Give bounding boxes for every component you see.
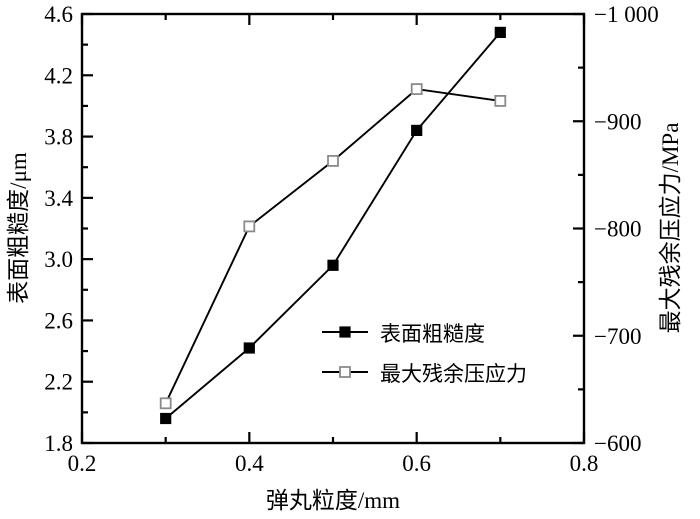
y2-axis-minor-ticks [578, 66, 584, 391]
y-axis-tick-labels: 1.8 2.2 2.6 3.0 3.4 3.8 4.2 4.6 [44, 2, 73, 456]
legend-marker-2 [339, 366, 351, 378]
data-point-s1-0 [160, 412, 172, 425]
y-tick-label-1: 2.2 [44, 370, 73, 395]
y2-axis-tick-labels: −600 −700 −800 −900 −1 000 [594, 2, 659, 456]
series-2 [159, 83, 507, 410]
data-point-s1-4 [494, 26, 506, 38]
data-point-s1-2 [327, 259, 339, 271]
y-axis-title: 表面粗糙度/μm [6, 152, 31, 304]
x-axis-tick-labels: 0.2 0.4 0.6 0.8 [68, 451, 599, 476]
x-axis-minor-ticks [164, 14, 502, 443]
y2-tick-label-1: −700 [594, 324, 641, 349]
y2-axis-title: 最大残余压应力/MPa [658, 123, 683, 334]
legend-label-1: 表面粗糙度 [380, 322, 485, 346]
legend-item-1: 表面粗糙度 [322, 322, 485, 346]
y-axis-major-ticks [82, 12, 93, 445]
y2-tick-label-0: −600 [594, 431, 641, 456]
y-tick-label-5: 3.8 [44, 125, 73, 150]
series-1 [160, 26, 506, 425]
x-axis-title: 弹丸粒度/mm [266, 488, 400, 513]
y2-axis-major-ticks [573, 12, 584, 445]
y-tick-label-0: 1.8 [44, 431, 73, 456]
x-tick-label-1: 0.4 [235, 451, 264, 476]
y-tick-label-3: 3.0 [44, 247, 73, 272]
x-tick-label-0: 0.2 [68, 451, 97, 476]
series-line-1 [165, 31, 502, 420]
y-axis-minor-ticks [82, 43, 88, 414]
x-tick-label-2: 0.6 [402, 451, 431, 476]
y-tick-label-6: 4.2 [44, 63, 73, 88]
y2-tick-label-4: −1 000 [594, 2, 659, 27]
y-tick-label-4: 3.4 [44, 186, 73, 211]
series-line-2 [164, 88, 501, 404]
y-tick-label-7: 4.6 [44, 2, 73, 27]
x-axis-major-ticks [80, 14, 586, 443]
legend-marker-1 [339, 326, 351, 338]
data-point-s2-2 [327, 154, 339, 167]
data-point-s1-1 [243, 342, 255, 354]
data-point-s2-4 [494, 95, 507, 107]
legend-label-2: 最大残余压应力 [380, 362, 527, 386]
y-tick-label-2: 2.6 [44, 308, 73, 333]
y2-tick-label-2: −800 [594, 217, 641, 242]
data-point-s2-3 [410, 83, 423, 95]
x-tick-label-3: 0.8 [570, 451, 599, 476]
data-point-s1-3 [411, 124, 423, 137]
data-point-s2-1 [243, 220, 256, 233]
y2-tick-label-3: −900 [594, 109, 641, 134]
legend-item-2: 最大残余压应力 [322, 362, 527, 386]
data-point-s2-0 [159, 397, 172, 410]
data-series-layer [159, 26, 507, 425]
